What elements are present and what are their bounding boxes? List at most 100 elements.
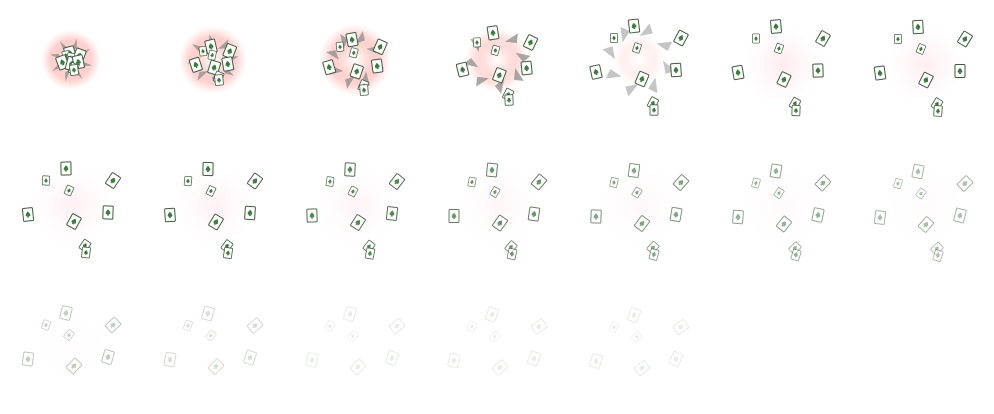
card <box>81 246 91 259</box>
fade-glow <box>175 166 255 246</box>
card <box>385 206 399 221</box>
card <box>504 94 514 106</box>
frame <box>589 18 689 116</box>
card <box>102 205 114 220</box>
card <box>467 176 477 188</box>
card <box>520 60 533 76</box>
card <box>221 56 235 72</box>
frame <box>306 162 406 260</box>
explosion-glow <box>319 24 391 96</box>
fade-glow <box>33 307 113 387</box>
frame <box>447 306 548 377</box>
shard <box>605 69 622 79</box>
card <box>207 49 217 61</box>
card <box>222 246 234 260</box>
frame <box>590 162 690 261</box>
card <box>732 209 744 225</box>
card <box>305 352 319 368</box>
card <box>485 162 499 178</box>
card <box>506 247 518 261</box>
shard <box>639 23 653 37</box>
shard <box>340 33 349 49</box>
fade-glow <box>317 166 397 246</box>
card <box>21 207 35 222</box>
frame <box>319 24 391 96</box>
fade-glow <box>885 25 965 105</box>
card <box>202 161 214 177</box>
shard <box>620 26 630 43</box>
card <box>41 175 51 186</box>
card <box>627 162 641 179</box>
card <box>873 210 887 225</box>
card <box>769 19 783 34</box>
frames <box>21 18 974 387</box>
card <box>68 63 80 77</box>
card <box>673 29 689 47</box>
card <box>954 64 966 78</box>
explosion-glow <box>613 34 665 86</box>
card <box>609 32 619 44</box>
frame <box>164 161 264 260</box>
card <box>345 31 359 48</box>
card <box>198 45 208 57</box>
fade-glow <box>33 166 113 246</box>
card <box>769 163 783 179</box>
frame <box>305 305 406 376</box>
frame <box>455 25 539 106</box>
card <box>306 208 318 223</box>
card <box>609 176 619 189</box>
card <box>812 63 824 78</box>
card <box>447 352 461 369</box>
card <box>588 352 604 370</box>
card <box>590 209 602 224</box>
card <box>448 209 460 223</box>
card <box>164 207 176 223</box>
shard <box>463 57 479 68</box>
card <box>60 161 72 176</box>
card <box>59 305 73 321</box>
shard <box>515 52 531 63</box>
card <box>325 176 335 187</box>
frame <box>179 26 247 94</box>
frame <box>163 305 264 376</box>
explosion-glow <box>465 28 529 92</box>
shard <box>513 68 524 81</box>
fade-glow <box>743 166 823 246</box>
card <box>791 104 801 117</box>
shard <box>197 71 209 81</box>
card <box>163 351 177 368</box>
card <box>244 205 256 221</box>
shard <box>326 50 340 60</box>
card <box>811 207 825 223</box>
frame <box>21 305 122 387</box>
shard <box>505 33 518 44</box>
card <box>814 29 832 48</box>
shard <box>648 77 658 94</box>
card <box>649 104 659 116</box>
card <box>911 163 925 180</box>
fade-glow <box>885 166 965 246</box>
card <box>589 64 603 80</box>
card <box>472 37 482 48</box>
frame <box>448 162 548 261</box>
card <box>370 58 384 74</box>
frame <box>731 19 832 117</box>
fade-glow <box>601 166 681 246</box>
fade-glow <box>459 166 539 246</box>
card <box>731 64 745 81</box>
card <box>527 206 541 222</box>
card <box>893 33 903 45</box>
shard <box>476 76 489 87</box>
frame <box>41 30 101 90</box>
shard <box>625 83 639 97</box>
card <box>21 351 35 367</box>
card <box>956 30 974 48</box>
card <box>912 19 924 35</box>
card <box>335 41 345 53</box>
frame <box>21 161 122 259</box>
frame <box>873 19 974 117</box>
frame <box>732 163 832 262</box>
card <box>752 33 760 44</box>
card <box>669 206 683 223</box>
